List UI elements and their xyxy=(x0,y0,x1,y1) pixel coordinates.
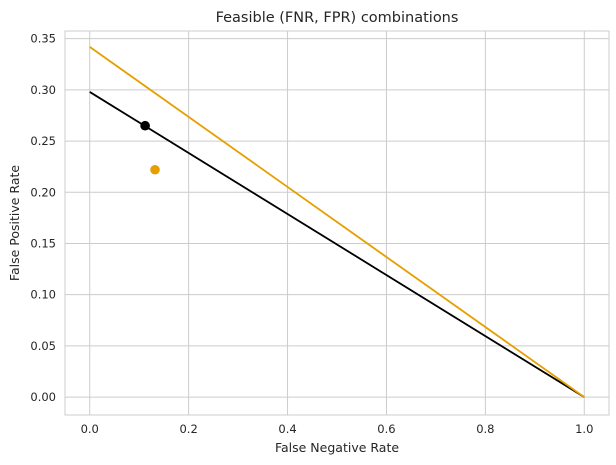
x-tick-label: 0.0 xyxy=(81,422,99,436)
data-point-1 xyxy=(140,120,150,131)
y-axis-ticks: 0.00 0.05 0.10 0.15 0.20 0.25 0.30 0.35 xyxy=(30,32,56,404)
y-tick-label: 0.25 xyxy=(30,134,56,148)
x-axis-label: False Negative Rate xyxy=(275,440,399,455)
plot-frame xyxy=(64,30,610,416)
y-tick-label: 0.05 xyxy=(30,339,56,353)
x-tick-label: 0.4 xyxy=(278,422,296,436)
y-tick-label: 0.15 xyxy=(30,236,56,250)
series-lines xyxy=(89,46,585,398)
x-tick-label: 1.0 xyxy=(575,422,593,436)
y-axis-label: False Positive Rate xyxy=(7,165,22,281)
data-points xyxy=(140,120,160,175)
x-tick-label: 0.8 xyxy=(476,422,494,436)
y-tick-label: 0.30 xyxy=(30,83,56,97)
series-line-2 xyxy=(89,46,585,398)
grid-lines xyxy=(65,31,609,415)
x-tick-label: 0.6 xyxy=(377,422,395,436)
data-point-2 xyxy=(150,164,160,175)
x-tick-label: 0.2 xyxy=(179,422,197,436)
x-axis-ticks: 0.0 0.2 0.4 0.6 0.8 1.0 xyxy=(81,422,594,436)
y-tick-label: 0.35 xyxy=(30,32,56,46)
series-line-1 xyxy=(89,91,585,398)
y-tick-label: 0.20 xyxy=(30,185,56,199)
y-tick-label: 0.00 xyxy=(30,390,56,404)
chart-title: Feasible (FNR, FPR) combinations xyxy=(216,10,459,26)
y-tick-label: 0.10 xyxy=(30,288,56,302)
